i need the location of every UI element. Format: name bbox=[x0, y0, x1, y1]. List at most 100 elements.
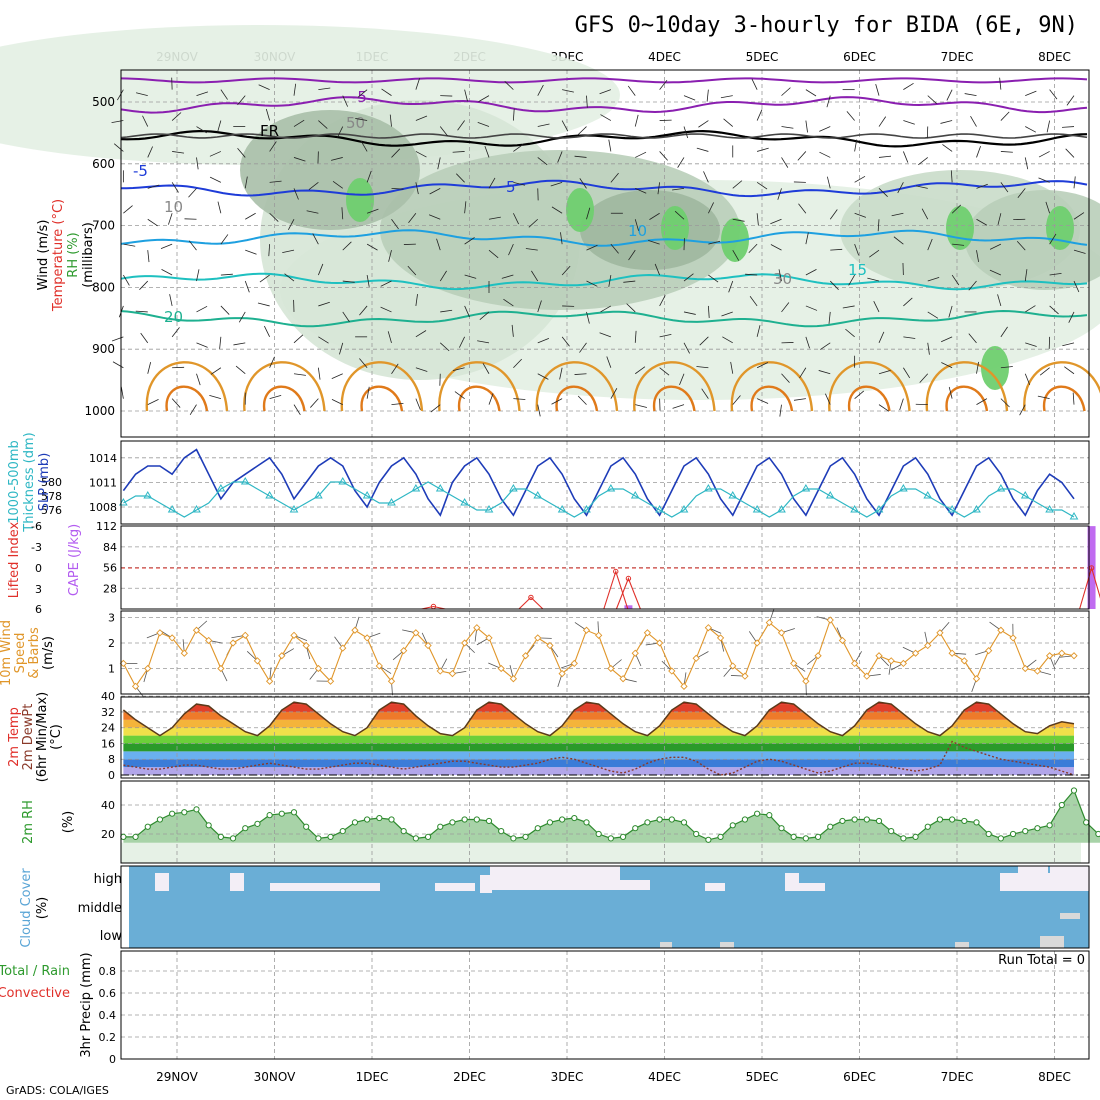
wind-barb bbox=[634, 330, 637, 343]
wind-barb bbox=[245, 212, 256, 220]
wind-barb bbox=[732, 395, 741, 405]
wind-barb bbox=[415, 398, 421, 410]
top-date-label: 4DEC bbox=[648, 50, 681, 64]
li-marker bbox=[528, 594, 534, 601]
wind-barb bbox=[293, 83, 297, 96]
wind-barb bbox=[513, 398, 526, 400]
wind-barb bbox=[452, 367, 465, 372]
wind-barb bbox=[964, 93, 977, 97]
wind-barb bbox=[210, 367, 222, 375]
wind-marker bbox=[863, 672, 871, 680]
wind-barb bbox=[1016, 240, 1026, 251]
rh-area bbox=[123, 790, 1100, 843]
wind-barb bbox=[561, 120, 569, 132]
wind-barb bbox=[635, 151, 647, 158]
panel-10m-wind: 1 2 3 10m Wind Speed & Barbs (m/s) bbox=[0, 609, 1090, 698]
wind-barb bbox=[951, 274, 960, 286]
li-tick-label: -6 bbox=[31, 520, 42, 533]
wind-barb bbox=[117, 89, 124, 101]
pressure-tick-label: 600 bbox=[92, 157, 115, 171]
rh-marker bbox=[1083, 819, 1090, 826]
pressure-tick-label: 800 bbox=[92, 280, 115, 294]
rh-marker bbox=[741, 816, 749, 823]
thickness-marker bbox=[947, 505, 957, 513]
wind-barb bbox=[1049, 305, 1059, 315]
bottom-date-label: 6DEC bbox=[843, 1070, 876, 1084]
wind-barb bbox=[456, 173, 465, 183]
rh-marker bbox=[376, 814, 383, 822]
wind-barb bbox=[701, 388, 709, 399]
contour-label: 10 bbox=[164, 198, 183, 216]
wind-barb bbox=[1049, 89, 1058, 100]
wind-barb bbox=[793, 398, 806, 401]
wind-barb bbox=[940, 336, 953, 343]
contour-label: FR bbox=[260, 122, 279, 140]
wind-barb bbox=[196, 157, 199, 170]
wind-barb bbox=[551, 206, 563, 214]
wind-barb bbox=[683, 126, 689, 139]
wind-marker bbox=[802, 677, 810, 685]
panel-cape-li: 28 56 84 112 -6 -3 0 3 6 Lifted Index CAPE (J/kg) bbox=[7, 520, 1100, 616]
temp-band bbox=[123, 727, 1074, 736]
isotherm-loop bbox=[438, 361, 521, 412]
rh-marker bbox=[229, 835, 237, 842]
thickness-marker bbox=[923, 491, 933, 499]
wind-barb bbox=[1049, 233, 1057, 245]
wind-barb bbox=[436, 238, 441, 251]
wind-barb bbox=[579, 342, 587, 353]
wind-barb bbox=[826, 95, 831, 108]
wind-barb bbox=[976, 183, 988, 189]
wind-barb bbox=[781, 157, 789, 168]
rh-marker bbox=[400, 828, 407, 835]
wind-barb bbox=[1045, 201, 1051, 214]
isotherm-loop bbox=[750, 385, 794, 412]
cloud-gap bbox=[155, 873, 169, 891]
wind-marker bbox=[850, 659, 859, 668]
wind-barb bbox=[464, 201, 467, 214]
rh-marker bbox=[449, 819, 456, 826]
wind-barb bbox=[848, 274, 855, 286]
wind-barb bbox=[770, 244, 782, 251]
rh-tick-label: 40 bbox=[101, 799, 115, 812]
wind-barb bbox=[941, 362, 953, 369]
wind-barb bbox=[318, 120, 328, 129]
rh-marker bbox=[814, 833, 822, 841]
wind-barb bbox=[699, 336, 709, 346]
wind-barb bbox=[233, 342, 246, 346]
wind-barb bbox=[586, 244, 598, 251]
wind-barb bbox=[244, 280, 250, 293]
wind-barb bbox=[220, 234, 229, 245]
thickness-marker bbox=[411, 484, 421, 492]
wind-barb bbox=[1049, 272, 1062, 276]
wind-barb bbox=[696, 147, 709, 152]
top-date-label: 8DEC bbox=[1038, 50, 1071, 64]
wind-barb bbox=[342, 95, 348, 107]
rh-marker bbox=[802, 835, 809, 842]
wind-barb bbox=[357, 89, 368, 98]
wind-barb bbox=[342, 280, 355, 283]
wind-barb bbox=[948, 386, 953, 399]
precip-tick-label: 0.2 bbox=[99, 1031, 117, 1044]
thickness-marker bbox=[728, 491, 738, 499]
temp-band bbox=[123, 759, 1074, 768]
thickness-marker bbox=[582, 505, 591, 513]
wind-barb bbox=[730, 361, 734, 374]
wind-barb bbox=[976, 218, 988, 226]
wind-barb bbox=[123, 243, 136, 247]
wind-barb bbox=[293, 334, 304, 344]
isotherm-loop bbox=[945, 385, 989, 412]
rh-marker bbox=[693, 830, 700, 838]
wind-barb bbox=[927, 95, 937, 104]
rh-marker bbox=[790, 833, 797, 841]
wind-barb bbox=[120, 386, 124, 399]
rh-marker bbox=[997, 835, 1004, 842]
rh-marker bbox=[193, 806, 200, 813]
rh-marker bbox=[595, 830, 602, 838]
wind-marker bbox=[899, 659, 908, 668]
wind-marker bbox=[655, 639, 664, 647]
wind-barb bbox=[408, 212, 417, 223]
rh-marker bbox=[1095, 830, 1100, 838]
wind-barb bbox=[209, 394, 221, 400]
wind-barb bbox=[282, 249, 295, 254]
wind-barb bbox=[779, 404, 782, 417]
